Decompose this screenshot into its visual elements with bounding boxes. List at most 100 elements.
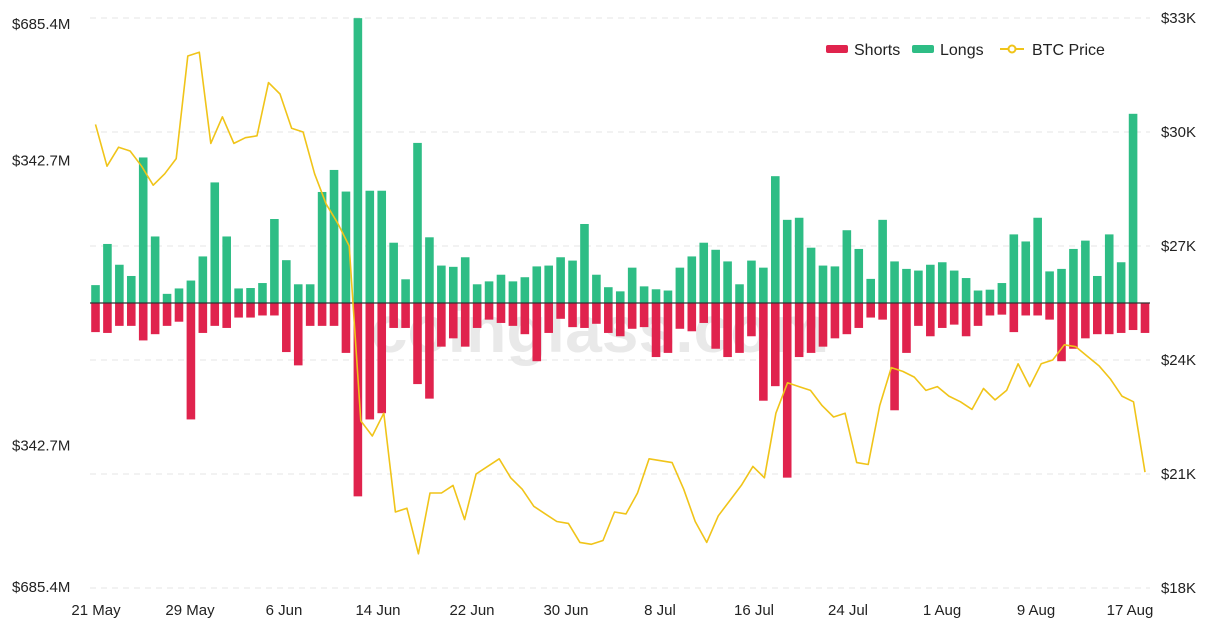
longs-bar[interactable] bbox=[377, 190, 387, 303]
longs-bar[interactable] bbox=[437, 265, 446, 303]
longs-bar[interactable] bbox=[329, 169, 339, 303]
longs-bar[interactable] bbox=[890, 261, 899, 303]
shorts-bar[interactable] bbox=[747, 303, 756, 337]
longs-bar[interactable] bbox=[937, 262, 947, 303]
shorts-bar[interactable] bbox=[234, 303, 243, 318]
longs-bar[interactable] bbox=[472, 284, 482, 303]
longs-bar[interactable] bbox=[270, 219, 279, 303]
longs-bar[interactable] bbox=[1069, 248, 1078, 303]
shorts-bar[interactable] bbox=[890, 303, 899, 411]
shorts-bar[interactable] bbox=[103, 303, 112, 333]
shorts-bar[interactable] bbox=[222, 303, 231, 328]
longs-bar[interactable] bbox=[150, 236, 160, 303]
shorts-bar[interactable] bbox=[293, 303, 303, 366]
shorts-bar[interactable] bbox=[317, 303, 327, 326]
shorts-bar[interactable] bbox=[437, 303, 446, 347]
shorts-bar[interactable] bbox=[651, 303, 661, 358]
longs-bar[interactable] bbox=[639, 286, 649, 303]
longs-bar[interactable] bbox=[1104, 234, 1114, 303]
longs-bar[interactable] bbox=[615, 291, 625, 303]
shorts-bar[interactable] bbox=[150, 303, 160, 335]
longs-bar[interactable] bbox=[699, 242, 709, 303]
longs-bar[interactable] bbox=[413, 142, 422, 303]
longs-bar[interactable] bbox=[460, 257, 470, 303]
longs-bar[interactable] bbox=[401, 279, 410, 303]
shorts-bar[interactable] bbox=[735, 303, 744, 353]
shorts-bar[interactable] bbox=[174, 303, 184, 322]
longs-bar[interactable] bbox=[735, 284, 744, 303]
shorts-bar[interactable] bbox=[723, 303, 732, 358]
shorts-bar[interactable] bbox=[210, 303, 220, 326]
shorts-bar[interactable] bbox=[949, 303, 959, 325]
longs-bar[interactable] bbox=[830, 266, 840, 303]
shorts-bar[interactable] bbox=[1057, 303, 1066, 362]
shorts-bar[interactable] bbox=[842, 303, 852, 335]
shorts-bar[interactable] bbox=[353, 303, 363, 497]
longs-bar[interactable] bbox=[1009, 234, 1019, 303]
longs-bar[interactable] bbox=[627, 267, 637, 303]
shorts-bar[interactable] bbox=[866, 303, 875, 318]
shorts-bar[interactable] bbox=[556, 303, 565, 319]
longs-bar[interactable] bbox=[305, 284, 315, 303]
shorts-bar[interactable] bbox=[1128, 303, 1138, 331]
shorts-bar[interactable] bbox=[937, 303, 947, 328]
shorts-bar[interactable] bbox=[91, 303, 100, 333]
longs-bar[interactable] bbox=[91, 285, 100, 303]
longs-bar[interactable] bbox=[914, 270, 923, 303]
longs-bar[interactable] bbox=[353, 18, 363, 304]
longs-bar[interactable] bbox=[293, 284, 303, 303]
longs-bar[interactable] bbox=[556, 257, 565, 303]
shorts-bar[interactable] bbox=[401, 303, 410, 328]
longs-bar[interactable] bbox=[234, 288, 243, 303]
longs-bar[interactable] bbox=[389, 242, 398, 303]
longs-bar[interactable] bbox=[425, 237, 434, 303]
longs-bar[interactable] bbox=[341, 191, 351, 303]
shorts-bar[interactable] bbox=[687, 303, 697, 332]
shorts-bar[interactable] bbox=[580, 303, 589, 328]
shorts-bar[interactable] bbox=[997, 303, 1007, 315]
shorts-bar[interactable] bbox=[830, 303, 840, 339]
longs-bar[interactable] bbox=[186, 280, 196, 303]
longs-bar[interactable] bbox=[592, 274, 601, 303]
longs-bar[interactable] bbox=[508, 281, 518, 303]
legend-item[interactable]: Shorts bbox=[826, 42, 900, 59]
btc-price-line[interactable] bbox=[94, 51, 1146, 555]
longs-bar[interactable] bbox=[198, 256, 208, 303]
longs-bar[interactable] bbox=[246, 288, 255, 303]
longs-bar[interactable] bbox=[174, 288, 184, 303]
shorts-bar[interactable] bbox=[770, 303, 780, 387]
shorts-bar[interactable] bbox=[675, 303, 685, 329]
longs-bar[interactable] bbox=[103, 243, 112, 303]
longs-bar[interactable] bbox=[138, 157, 148, 303]
shorts-bar[interactable] bbox=[711, 303, 720, 349]
shorts-bar[interactable] bbox=[138, 303, 148, 341]
longs-bar[interactable] bbox=[448, 266, 458, 303]
shorts-bar[interactable] bbox=[115, 303, 124, 326]
shorts-bar[interactable] bbox=[639, 303, 649, 328]
longs-bar[interactable] bbox=[759, 267, 768, 303]
longs-bar[interactable] bbox=[723, 261, 732, 303]
longs-bar[interactable] bbox=[258, 283, 267, 303]
longs-bar[interactable] bbox=[818, 265, 828, 303]
shorts-bar[interactable] bbox=[1009, 303, 1019, 333]
shorts-bar[interactable] bbox=[818, 303, 828, 347]
longs-bar[interactable] bbox=[317, 191, 327, 303]
shorts-bar[interactable] bbox=[532, 303, 542, 362]
shorts-bar[interactable] bbox=[389, 303, 398, 328]
shorts-bar[interactable] bbox=[794, 303, 804, 358]
longs-bar[interactable] bbox=[902, 268, 911, 303]
shorts-bar[interactable] bbox=[377, 303, 387, 414]
shorts-bar[interactable] bbox=[914, 303, 923, 326]
shorts-bar[interactable] bbox=[854, 303, 864, 328]
shorts-bar[interactable] bbox=[246, 303, 255, 318]
shorts-bar[interactable] bbox=[1104, 303, 1114, 335]
shorts-bar[interactable] bbox=[365, 303, 375, 420]
longs-bar[interactable] bbox=[866, 278, 875, 303]
shorts-bar[interactable] bbox=[329, 303, 339, 326]
longs-bar[interactable] bbox=[604, 287, 613, 303]
shorts-bar[interactable] bbox=[759, 303, 768, 401]
shorts-bar[interactable] bbox=[1045, 303, 1054, 320]
longs-bar[interactable] bbox=[675, 267, 685, 303]
shorts-bar[interactable] bbox=[1069, 303, 1078, 349]
longs-bar[interactable] bbox=[520, 277, 530, 303]
